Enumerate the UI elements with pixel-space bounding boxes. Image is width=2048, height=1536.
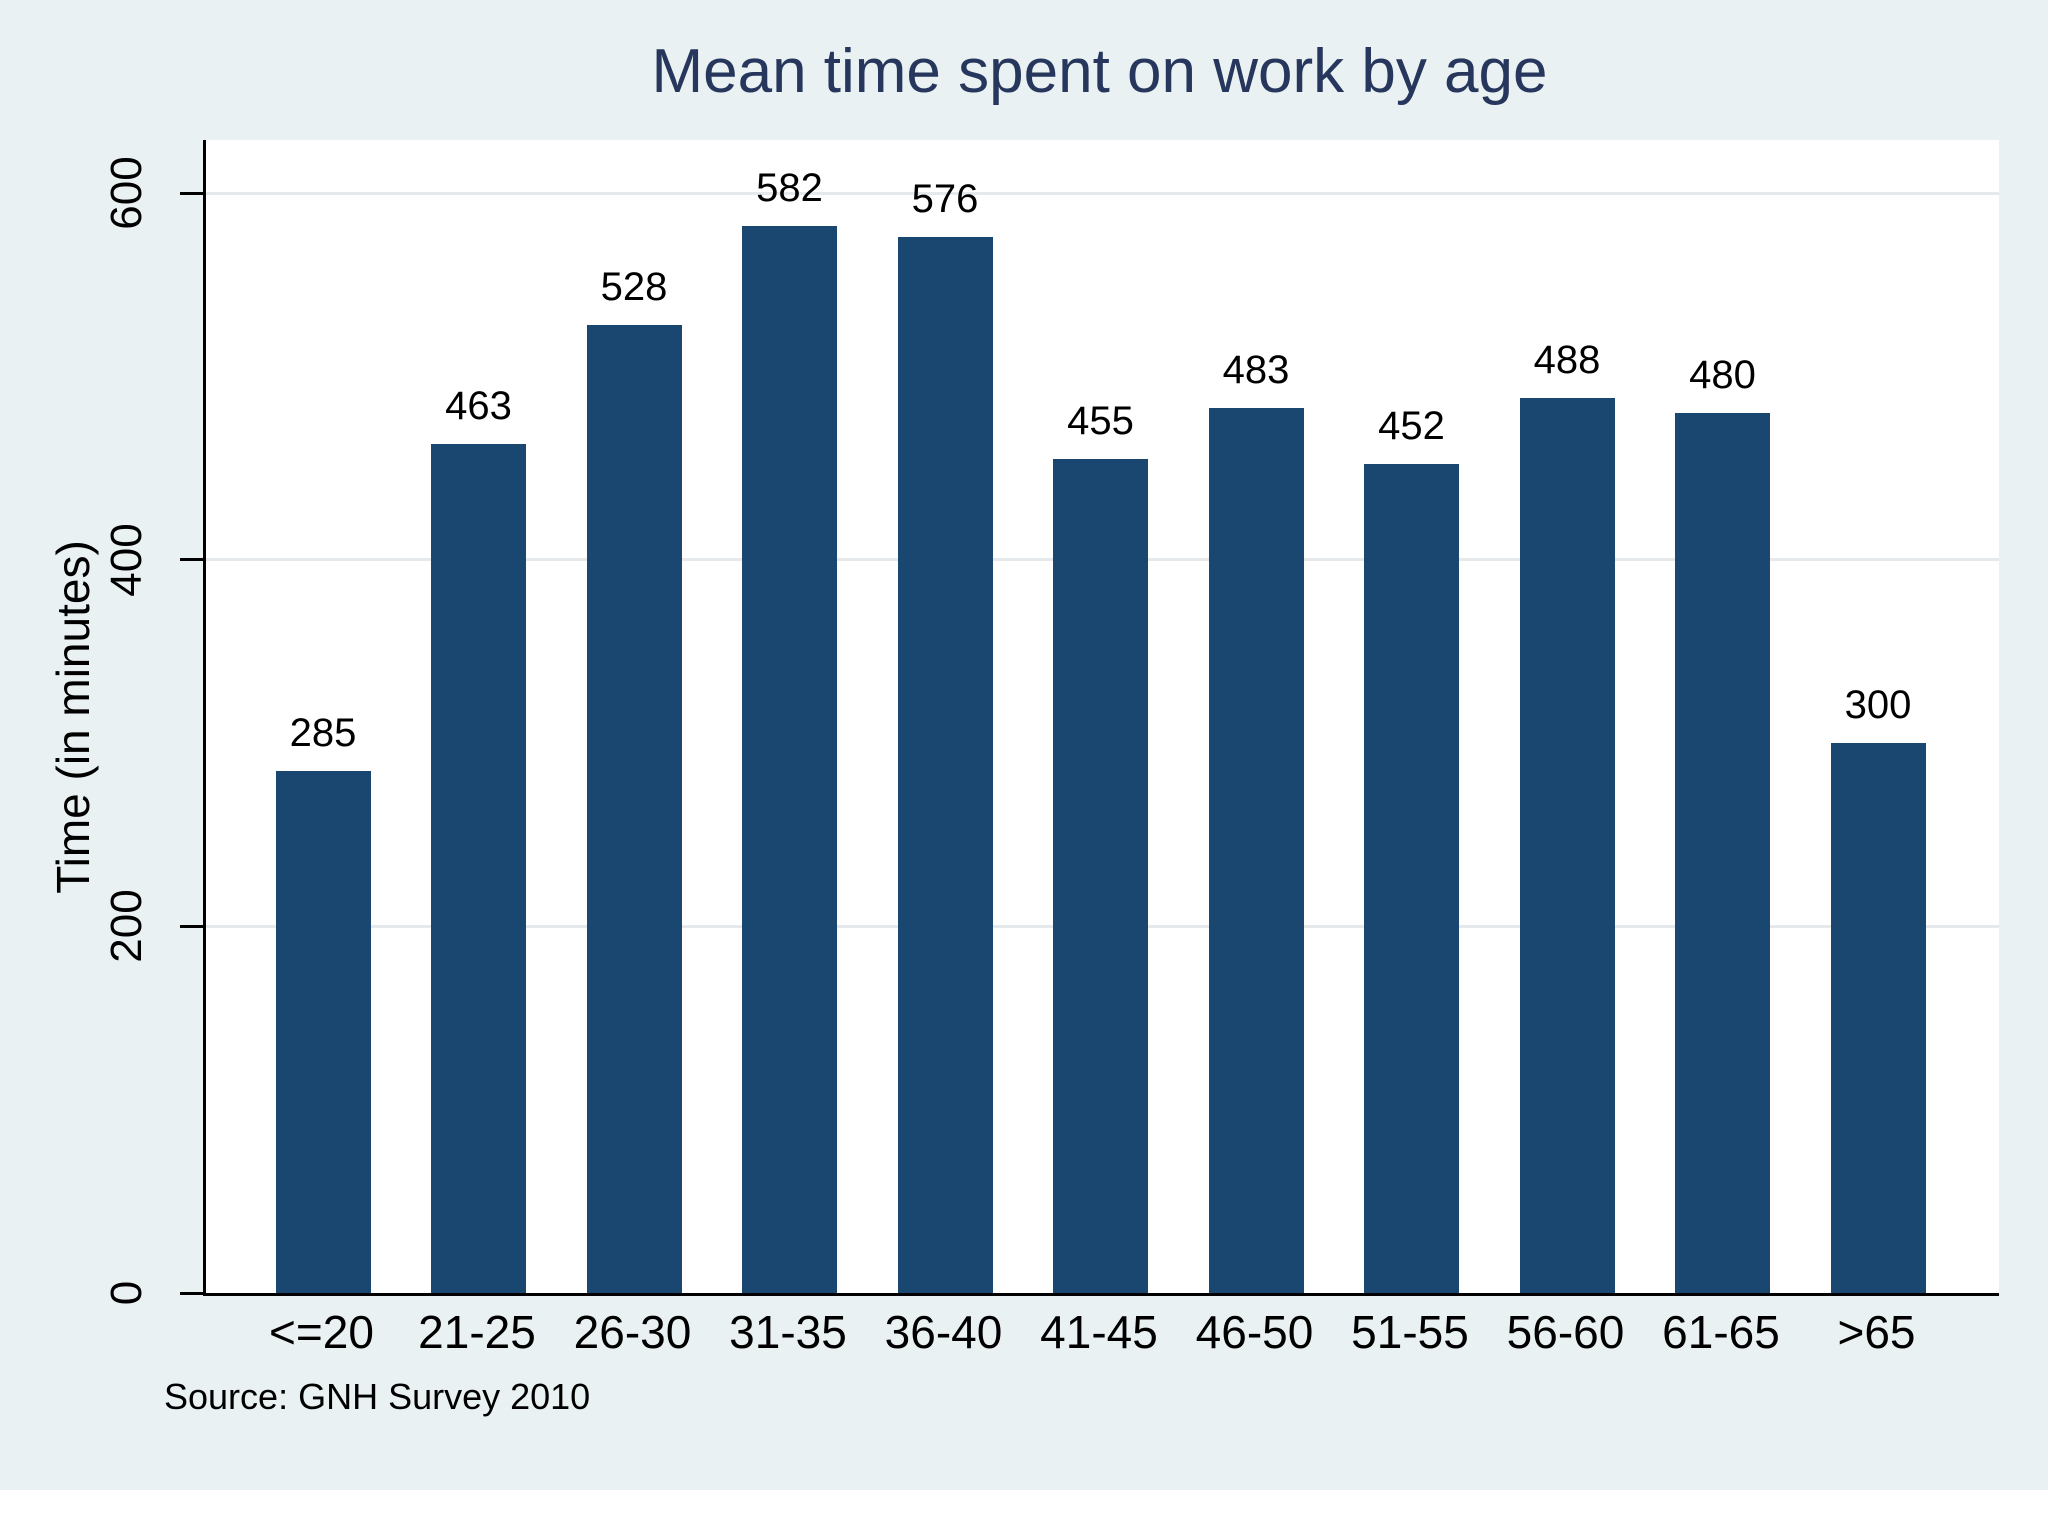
bar-value-label: 576 xyxy=(911,177,979,221)
source-note: Source: GNH Survey 2010 xyxy=(164,1376,591,1417)
x-tick-label: 41-45 xyxy=(1040,1306,1158,1358)
x-tick-label: 31-35 xyxy=(729,1306,847,1358)
y-tick-label: 600 xyxy=(102,156,151,230)
bar-21-25 xyxy=(431,444,526,1293)
y-axis-title: Time (in minutes) xyxy=(47,540,99,894)
y-tick-200 xyxy=(180,924,203,928)
x-tick-label: 21-25 xyxy=(418,1306,536,1358)
bar-value-label: 483 xyxy=(1222,347,1290,392)
gridline-600 xyxy=(206,191,1999,195)
bar-value-label: 528 xyxy=(600,265,668,309)
bar-value-label: 480 xyxy=(1689,353,1756,397)
x-tick-label: <=20 xyxy=(269,1306,374,1358)
chart-canvas: Mean time spent on work by age Time (in … xyxy=(0,0,2048,1490)
bar-<=20 xyxy=(275,770,371,1293)
x-tick-label: 56-60 xyxy=(1506,1306,1625,1358)
bar-56-60 xyxy=(1519,398,1615,1293)
y-tick-label: 400 xyxy=(102,522,151,597)
bar-value-label: 455 xyxy=(1067,398,1134,443)
plot-area: 285 463 528 582 576 455 483 452 488 480 300 xyxy=(203,140,1999,1296)
bar-61-65 xyxy=(1675,413,1770,1293)
bar-value-label: 300 xyxy=(1844,683,1912,727)
bar-46-50 xyxy=(1208,407,1304,1293)
x-tick-label: 46-50 xyxy=(1195,1306,1314,1358)
bar-value-label: 452 xyxy=(1378,404,1445,449)
x-tick-label: 61-65 xyxy=(1662,1306,1780,1358)
x-tick-label: >65 xyxy=(1837,1306,1916,1358)
x-tick-label: 51-55 xyxy=(1351,1306,1469,1358)
y-tick-label: 0 xyxy=(102,1280,151,1306)
bar->65 xyxy=(1830,743,1926,1293)
x-axis-labels: <=20 21-25 26-30 31-35 36-40 41-45 46-50 51-55 5… xyxy=(203,1307,1996,1367)
y-tick-0 xyxy=(180,1291,203,1295)
bar-value-label: 582 xyxy=(756,166,823,210)
bar-36-40 xyxy=(897,237,993,1293)
y-tick-600 xyxy=(180,191,203,195)
bar-31-35 xyxy=(742,226,837,1293)
bar-value-label: 285 xyxy=(289,710,357,755)
bar-value-label: 463 xyxy=(445,384,512,429)
chart-title: Mean time spent on work by age xyxy=(651,37,1548,106)
y-tick-label: 200 xyxy=(102,889,151,964)
bar-value-label: 488 xyxy=(1533,338,1601,383)
y-tick-400 xyxy=(180,558,203,562)
x-tick-label: 36-40 xyxy=(884,1306,1003,1358)
bar-51-55 xyxy=(1364,464,1459,1293)
bar-41-45 xyxy=(1053,458,1148,1293)
bar-26-30 xyxy=(586,325,682,1293)
x-tick-label: 26-30 xyxy=(573,1306,692,1358)
